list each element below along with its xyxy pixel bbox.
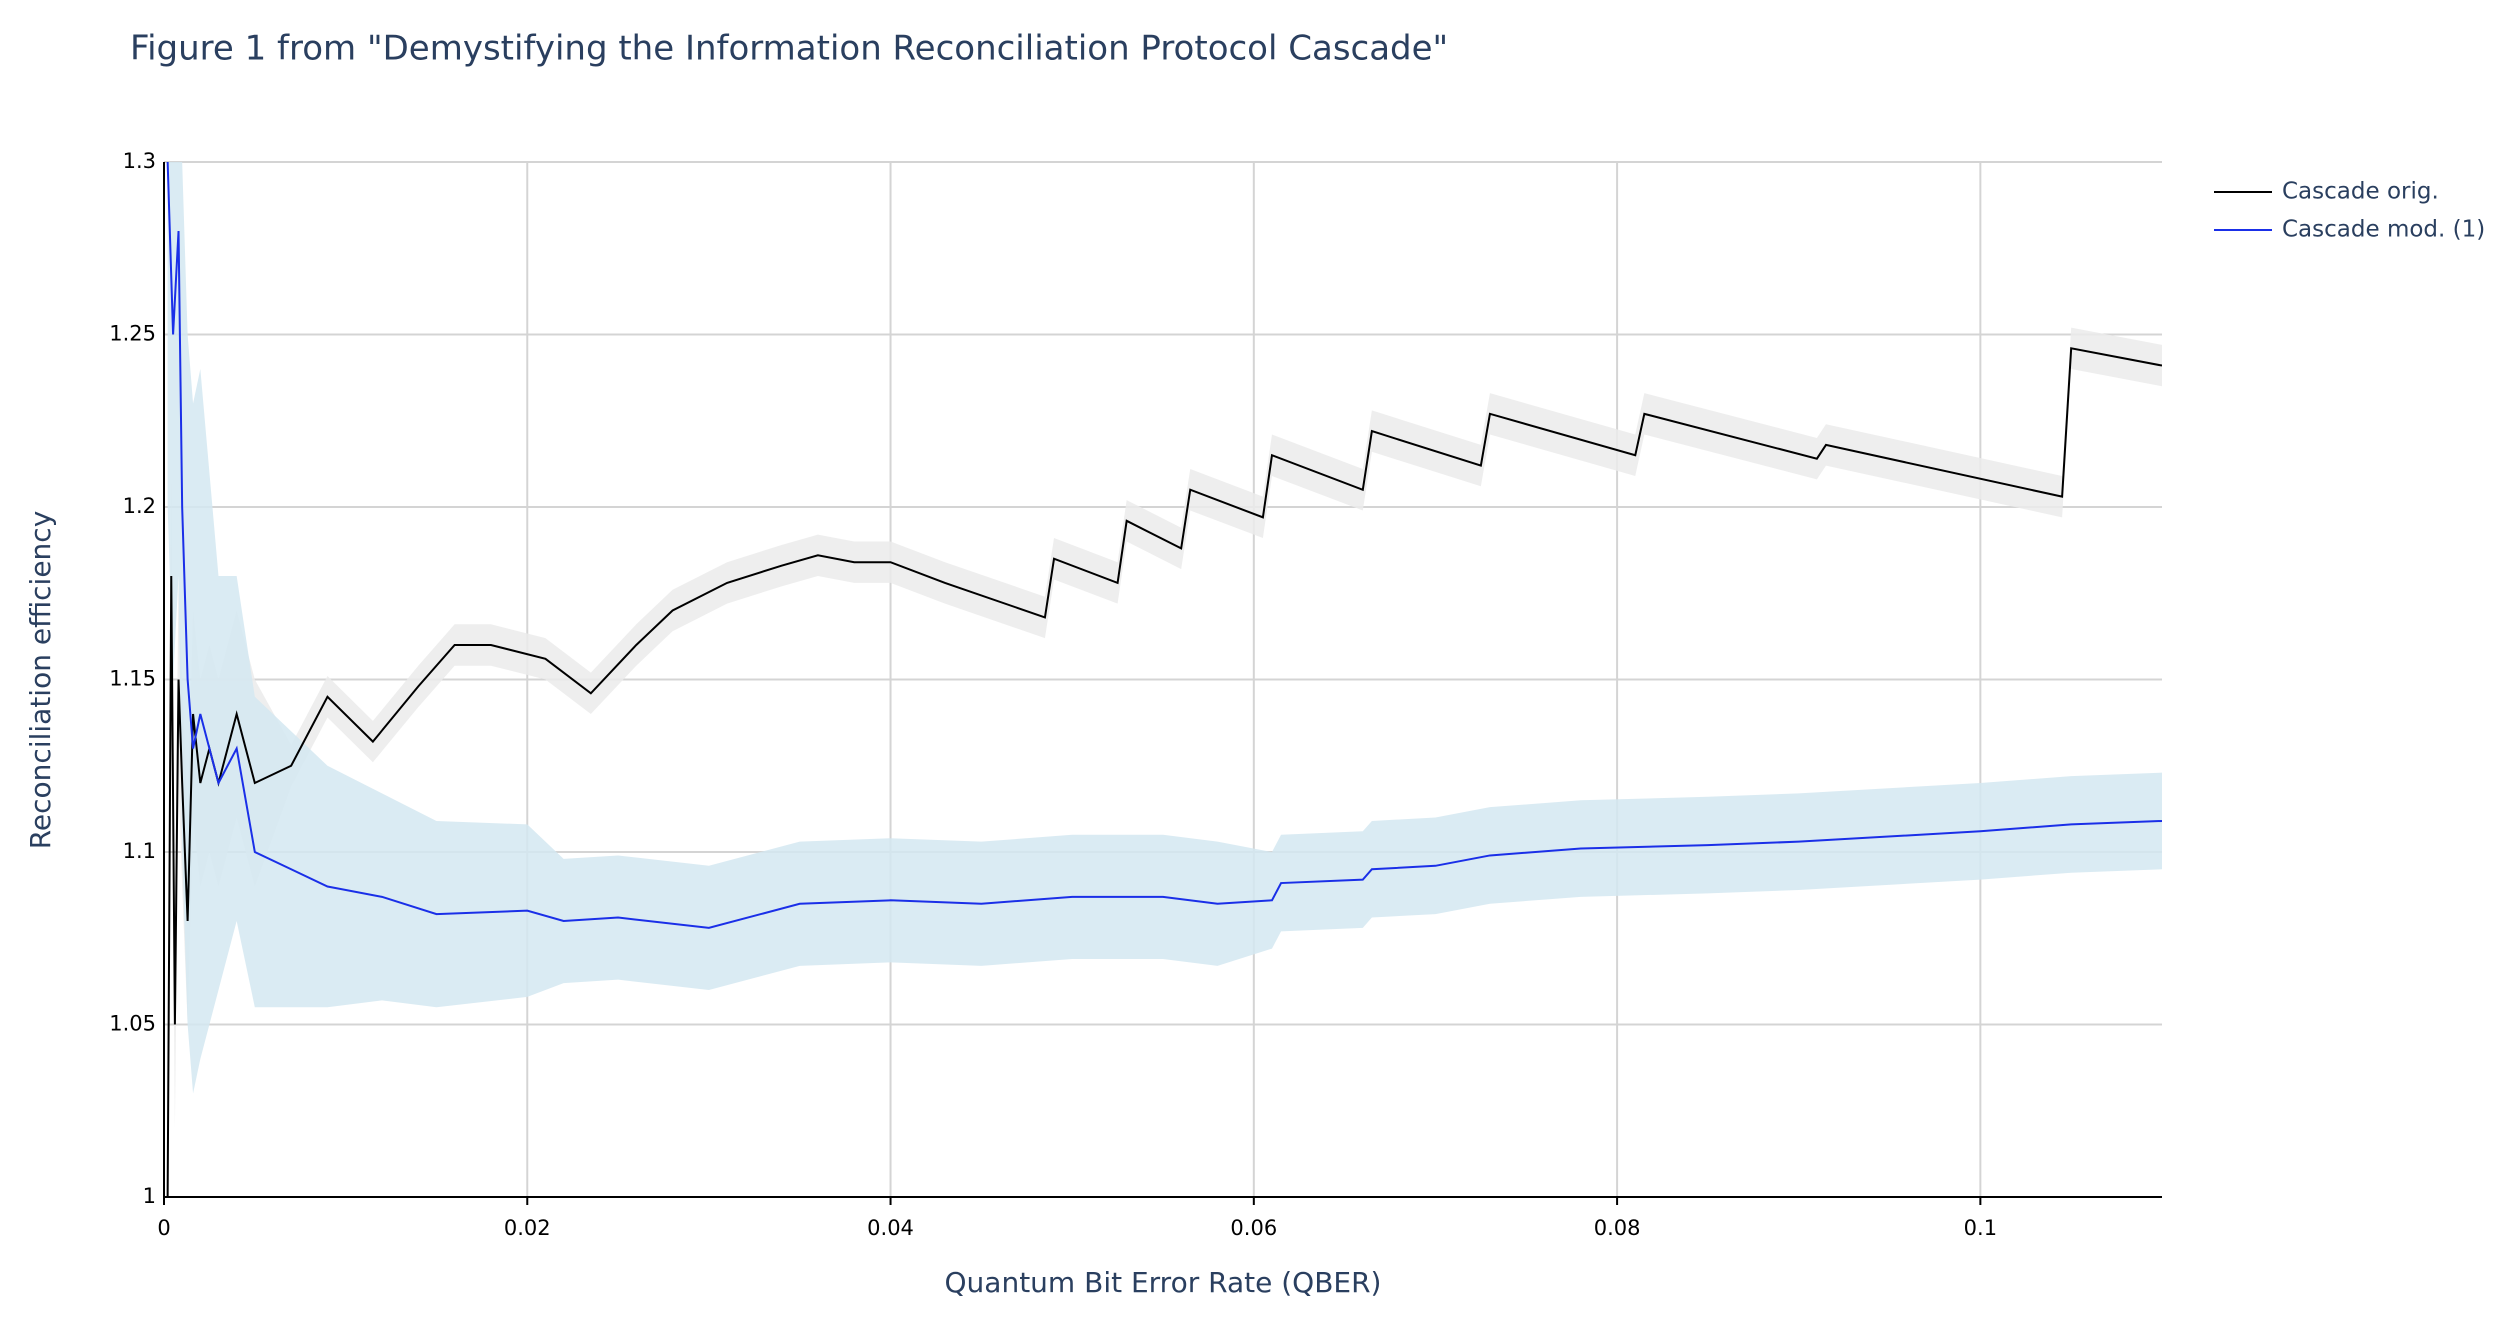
y-axis-label: Reconciliation efficiency xyxy=(24,511,57,850)
x-tick-label: 0 xyxy=(157,1216,170,1240)
confidence-band xyxy=(167,162,2162,1094)
legend-label: Cascade mod. (1) xyxy=(2282,217,2485,243)
y-tick-label: 1.3 xyxy=(123,149,156,173)
y-tick-label: 1 xyxy=(143,1184,156,1208)
legend-label: Cascade orig. xyxy=(2282,179,2439,205)
y-tick-label: 1.2 xyxy=(123,494,156,518)
x-tick-label: 0.06 xyxy=(1230,1216,1277,1240)
plot-area xyxy=(166,162,2162,1197)
series-line xyxy=(166,347,2162,1197)
x-axis-label: Quantum Bit Error Rate (QBER) xyxy=(945,1266,1382,1299)
series-line xyxy=(166,162,2162,929)
y-tick-label: 1.25 xyxy=(109,322,156,346)
x-tick-label: 0.02 xyxy=(504,1216,551,1240)
x-tick-label: 0.08 xyxy=(1594,1216,1641,1240)
y-tick-label: 1.1 xyxy=(123,839,156,863)
x-tick-label: 0.1 xyxy=(1964,1216,1997,1240)
y-tick-label: 1.15 xyxy=(109,667,156,691)
chart-title: Figure 1 from "Demystifying the Informat… xyxy=(130,29,1448,69)
x-tick-label: 0.04 xyxy=(867,1216,914,1240)
y-tick-label: 1.05 xyxy=(109,1012,156,1036)
